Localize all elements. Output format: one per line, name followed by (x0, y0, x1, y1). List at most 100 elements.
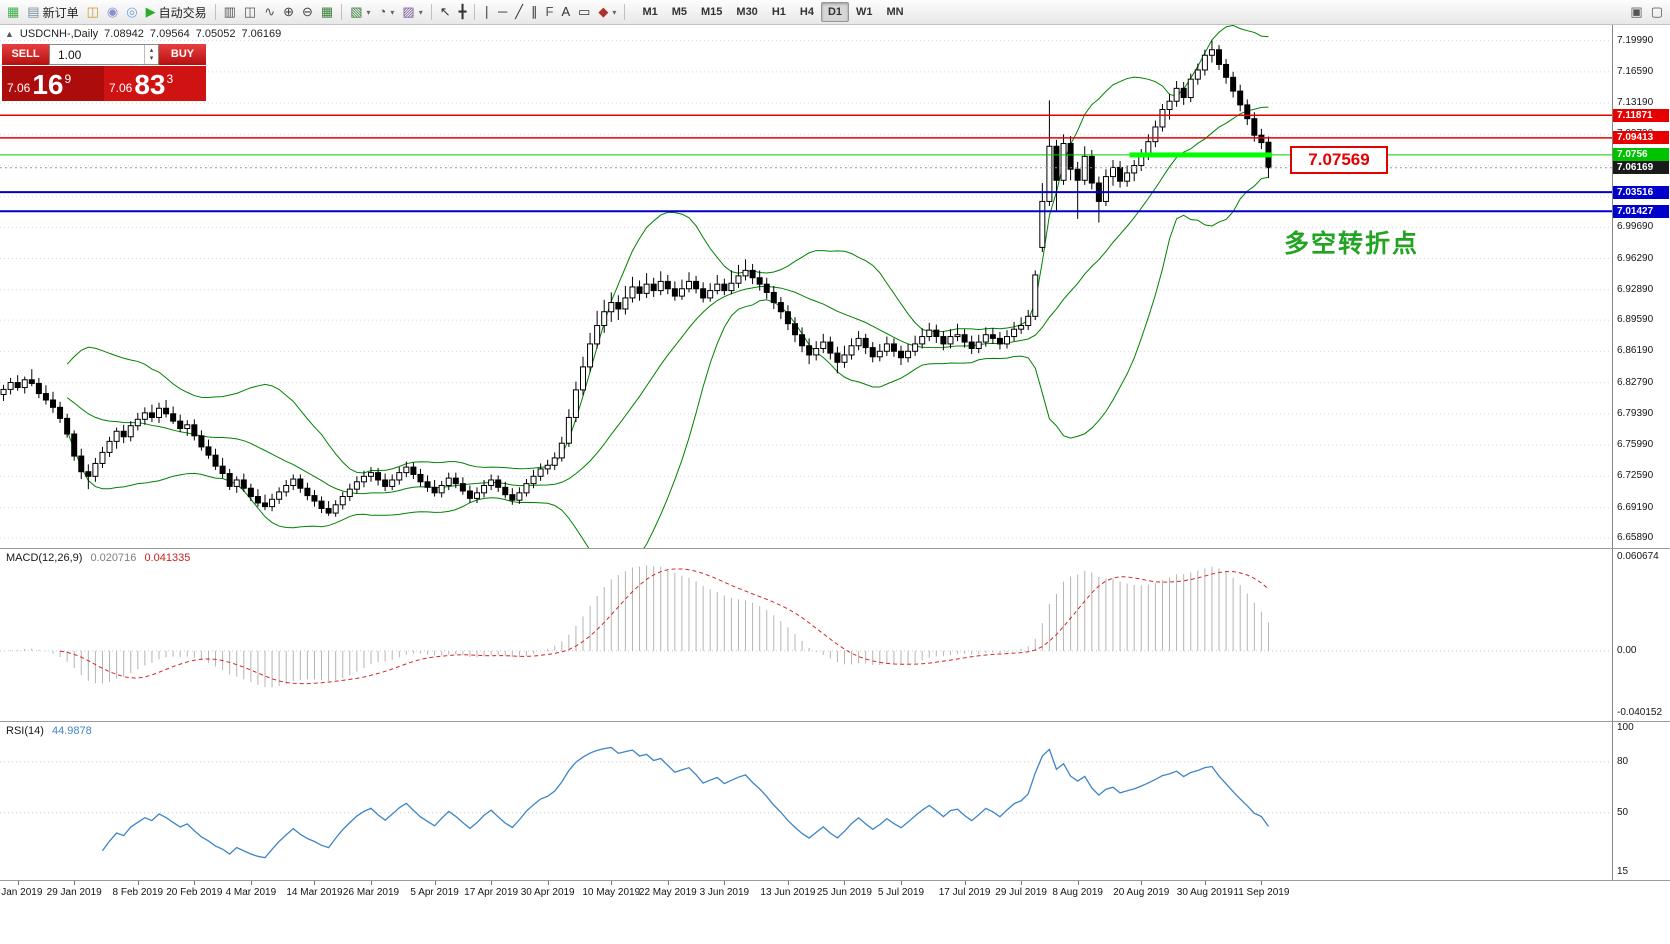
candle-body (813, 348, 820, 356)
date-axis-label: 5 Jul 2019 (877, 887, 925, 898)
candle-body (968, 341, 975, 350)
candle-body (587, 343, 594, 368)
spinner-up-icon[interactable]: ▴ (149, 46, 154, 54)
crosshair-tool-icon[interactable]: ╋ (455, 2, 471, 22)
candle-body (1018, 325, 1025, 330)
candle-body (424, 481, 431, 488)
turning-point-annotation[interactable]: 多空转折点 (1284, 230, 1420, 258)
spinner-down-icon[interactable]: ▾ (149, 54, 154, 62)
toolbar-separator (474, 4, 476, 20)
one-click-collapse-button[interactable]: ▲ (5, 29, 14, 39)
date-tick (667, 881, 669, 885)
timeframe-mn[interactable]: MN (886, 6, 904, 18)
candle-body (671, 288, 678, 297)
templates-button[interactable]: ▨ ▾ (398, 2, 426, 22)
price-callout-box[interactable]: 7.07569 (1290, 146, 1388, 174)
candle-body (742, 269, 749, 277)
candle-body (664, 280, 671, 290)
zoom-in-icon[interactable]: ⊕ (279, 2, 298, 22)
line-chart-type-icon[interactable]: ∿ (260, 2, 279, 22)
text-tool-icon[interactable]: A (557, 2, 574, 22)
candle-body (1180, 87, 1187, 99)
periods-button: ◔ (378, 4, 387, 19)
candle-body (855, 337, 862, 347)
toolbar-separator (214, 4, 216, 20)
periods-button[interactable]: ◔ ▾ (375, 2, 399, 22)
rsi-axis-label: 15 (1617, 866, 1629, 877)
charts-window-icon[interactable]: ◫ (83, 2, 103, 22)
candle-body (989, 334, 996, 339)
candle-body (636, 286, 643, 294)
indicators-button[interactable]: ▧ ▾ (346, 2, 374, 22)
horizontal-line-tool-icon[interactable]: ─ (494, 2, 511, 22)
timeframe-h1[interactable]: H1 (771, 6, 786, 18)
candle-body (57, 406, 64, 419)
trendline-tool-icon[interactable]: ╱ (511, 2, 527, 22)
window-list-icon[interactable]: ▢ (1647, 2, 1667, 22)
price-axis-label: 6.89590 (1617, 314, 1654, 326)
shapes-tool-icon[interactable]: ◆ ▾ (594, 2, 620, 22)
buy-price-pip: 3 (166, 72, 174, 86)
volume-spinner[interactable]: ▴ ▾ (144, 45, 158, 64)
candle-body (862, 337, 869, 349)
navigator-icon: ◎ (126, 4, 138, 19)
candle-body (1208, 49, 1215, 56)
channel-tool-icon[interactable]: ∥ (527, 2, 542, 22)
candle-body (601, 311, 608, 327)
sell-button[interactable]: SELL (2, 44, 49, 65)
label-tool-icon[interactable]: ▭ (574, 2, 594, 22)
rsi-axis-label: 50 (1617, 806, 1629, 818)
date-axis-label: 10 May 2019 (582, 887, 641, 898)
cursor-tool-icon[interactable]: ↖ (436, 2, 455, 22)
date-axis-label: 7 Jan 2019 (0, 887, 43, 898)
channel-tool-icon: ∥ (531, 4, 538, 19)
price-tag: 7.09413 (1613, 131, 1669, 145)
macd-signal-line (59, 568, 1269, 685)
chart-window: ▲ USDCNH-,Daily 7.08942 7.09564 7.05052 … (0, 24, 1670, 944)
macd-pane: MACD(12,26,9) 0.020716 0.041335 0.060674… (0, 549, 1670, 722)
date-tick (964, 881, 966, 885)
timeframe-m30[interactable]: M30 (736, 6, 758, 18)
navigator-icon[interactable]: ◎ (122, 2, 141, 22)
timeframe-m15[interactable]: M15 (701, 6, 723, 18)
autotrading-button[interactable]: ▶ 自动交易 (142, 2, 211, 22)
candle-body (756, 277, 763, 285)
fibonacci-tool-icon[interactable]: F (542, 2, 558, 22)
candle-body (594, 325, 601, 345)
sell-price-panel[interactable]: 7.06 16 9 (2, 66, 104, 101)
toolbar: ▦ ▤ 新订单 ◫ ◉ ◎ ▶ 自动交易 ▥ ◫ ∿ ⊕ ⊖ ▦ ▧ ▾ ◔ ▾ ▨ ▾ ↖ ╋ ∣ ─ ╱ ∥ F A ▭ ◆ ▾ M1 M… (0, 0, 1670, 25)
candle-body (254, 496, 261, 504)
tile-windows-icon[interactable]: ▦ (317, 2, 337, 22)
arrange-windows-icon[interactable]: ▣ (1626, 2, 1646, 22)
zoom-out-icon[interactable]: ⊖ (298, 2, 317, 22)
candle-body (1032, 274, 1039, 317)
app-icon: ▦ (7, 4, 20, 19)
candle-body (1258, 134, 1265, 144)
support-highlight-segment[interactable] (1129, 152, 1272, 158)
market-watch-icon[interactable]: ◉ (103, 2, 122, 22)
date-axis-label: 20 Aug 2019 (1113, 887, 1170, 898)
candle-body (650, 283, 657, 292)
candle-body (127, 425, 134, 438)
timeframe-h4[interactable]: H4 (799, 6, 814, 18)
vertical-line-tool-icon[interactable]: ∣ (479, 2, 494, 22)
rsi-canvas (0, 722, 1613, 880)
new-order-button[interactable]: ▤ 新订单 (23, 2, 82, 22)
timeframe-d1[interactable]: D1 (820, 2, 849, 22)
candle-body (1187, 78, 1194, 99)
candlestick-type-icon[interactable]: ◫ (240, 2, 260, 22)
candle-body (643, 283, 650, 294)
buy-price-panel[interactable]: 7.06 83 3 (104, 66, 206, 101)
app-icon[interactable]: ▦ (3, 2, 23, 22)
price-tag: 7.11871 (1613, 108, 1669, 122)
timeframe-m5[interactable]: M5 (671, 6, 687, 18)
candle-body (156, 407, 162, 418)
candle-body (163, 407, 170, 415)
candle-body (78, 455, 85, 473)
volume-field[interactable]: 1.00 ▴ ▾ (49, 44, 159, 65)
timeframe-w1[interactable]: W1 (856, 6, 873, 18)
buy-button[interactable]: BUY (159, 44, 206, 65)
timeframe-m1[interactable]: M1 (642, 6, 658, 18)
bar-chart-type-icon[interactable]: ▥ (220, 2, 240, 22)
